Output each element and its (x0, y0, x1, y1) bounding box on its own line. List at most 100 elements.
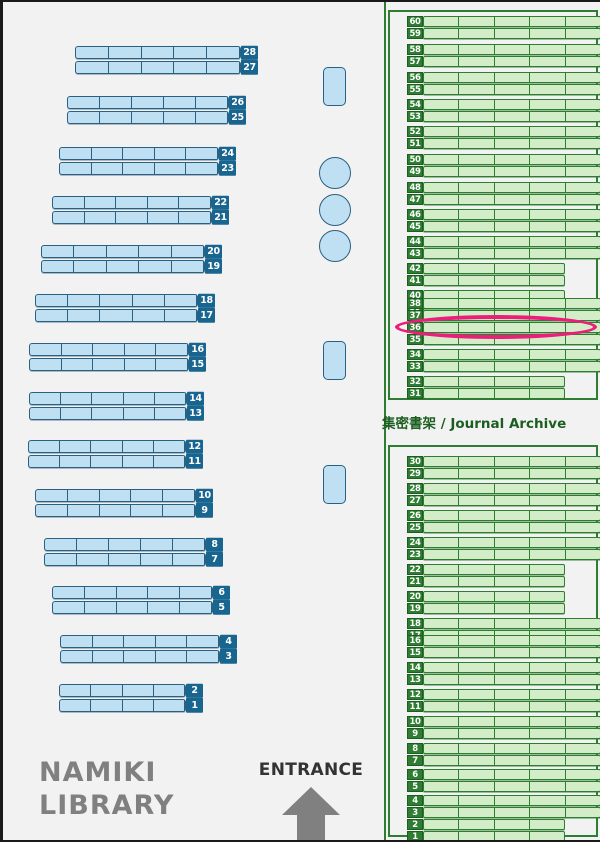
archive-row[interactable]: 6 (407, 769, 600, 780)
stack-row[interactable]: 26 (67, 95, 246, 110)
archive-row[interactable]: 35 (407, 334, 600, 345)
stack-row[interactable]: 15 (29, 356, 206, 372)
stack-row[interactable]: 21 (52, 209, 229, 225)
archive-row[interactable]: 13 (407, 674, 600, 685)
archive-row[interactable]: 37 (407, 310, 600, 321)
stack-row[interactable]: 22 (52, 195, 229, 210)
archive-row[interactable]: 53 (407, 111, 600, 122)
archive-row[interactable]: 49 (407, 166, 600, 177)
archive-row[interactable]: 20 (407, 591, 565, 602)
stack-cell (85, 197, 117, 208)
archive-row-label: 56 (407, 72, 423, 83)
archive-row[interactable]: 57 (407, 56, 600, 67)
stack-row[interactable]: 12 (28, 439, 203, 454)
stack-row[interactable]: 28 (75, 45, 258, 60)
archive-row[interactable]: 8 (407, 743, 600, 754)
archive-row[interactable]: 54 (407, 99, 600, 110)
stack-row[interactable]: 10 (35, 488, 213, 503)
archive-row[interactable]: 48 (407, 182, 600, 193)
archive-row[interactable]: 28 (407, 483, 600, 494)
archive-row[interactable]: 59 (407, 28, 600, 39)
archive-row[interactable]: 1 (407, 831, 565, 840)
stack-row[interactable]: 17 (35, 307, 215, 323)
archive-cell (424, 717, 460, 726)
stack-row[interactable]: 23 (59, 160, 236, 176)
archive-row[interactable]: 33 (407, 361, 600, 372)
page-title: NAMIKI LIBRARY (39, 757, 175, 821)
archive-row[interactable]: 52 (407, 126, 600, 137)
archive-row[interactable]: 9 (407, 728, 600, 739)
archive-row[interactable]: 22 (407, 564, 565, 575)
stack-row[interactable]: 14 (29, 391, 204, 406)
archive-row[interactable]: 56 (407, 72, 600, 83)
stack-row[interactable]: 1 (59, 697, 203, 713)
archive-row[interactable]: 14 (407, 662, 600, 673)
stack-row[interactable]: 8 (44, 537, 223, 552)
archive-row[interactable]: 32 (407, 376, 565, 387)
archive-row[interactable]: 26 (407, 510, 600, 521)
archive-row[interactable]: 18 (407, 618, 600, 629)
archive-row[interactable]: 16 (407, 635, 600, 646)
round-table-1[interactable] (319, 157, 351, 189)
archive-row[interactable]: 11 (407, 701, 600, 712)
stack-row[interactable]: 24 (59, 146, 236, 161)
archive-row[interactable]: 55 (407, 84, 600, 95)
archive-row[interactable]: 41 (407, 275, 565, 286)
stack-row[interactable]: 4 (60, 634, 237, 649)
archive-row[interactable]: 51 (407, 138, 600, 149)
archive-row[interactable]: 46 (407, 209, 600, 220)
study-carrel-2[interactable] (323, 341, 346, 380)
stack-row[interactable]: 9 (35, 502, 213, 518)
stack-row[interactable]: 7 (44, 551, 223, 567)
archive-row[interactable]: 27 (407, 495, 600, 506)
stack-group-22-21: 22 21 (52, 195, 229, 225)
archive-row[interactable]: 25 (407, 522, 600, 533)
stack-row[interactable]: 2 (59, 683, 203, 698)
archive-row[interactable]: 60 (407, 16, 600, 27)
archive-row[interactable]: 50 (407, 154, 600, 165)
archive-row[interactable]: 58 (407, 44, 600, 55)
archive-row[interactable]: 15 (407, 647, 600, 658)
archive-row[interactable]: 7 (407, 755, 600, 766)
archive-row[interactable]: 38 (407, 298, 600, 309)
archive-row[interactable]: 21 (407, 576, 565, 587)
archive-row-label: 25 (407, 522, 423, 533)
archive-row[interactable]: 43 (407, 248, 600, 259)
archive-row[interactable]: 4 (407, 795, 600, 806)
study-carrel-3[interactable] (323, 465, 346, 504)
archive-row[interactable]: 30 (407, 456, 600, 467)
stack-row[interactable]: 11 (28, 453, 203, 469)
stack-row[interactable]: 20 (41, 244, 222, 259)
stack-row[interactable]: 19 (41, 258, 222, 274)
archive-row[interactable]: 47 (407, 194, 600, 205)
archive-row[interactable]: 45 (407, 221, 600, 232)
round-table-2[interactable] (319, 194, 351, 226)
archive-row[interactable]: 23 (407, 549, 600, 560)
archive-row[interactable]: 19 (407, 603, 565, 614)
archive-row[interactable]: 29 (407, 468, 600, 479)
stack-row[interactable]: 18 (35, 293, 215, 308)
archive-row[interactable]: 5 (407, 781, 600, 792)
archive-row[interactable]: 42 (407, 263, 565, 274)
stack-row[interactable]: 3 (60, 648, 237, 664)
archive-row[interactable]: 34 (407, 349, 600, 360)
archive-row-label: 27 (407, 495, 423, 506)
stack-row[interactable]: 13 (29, 405, 204, 421)
archive-row[interactable]: 12 (407, 689, 600, 700)
stack-row[interactable]: 5 (52, 599, 230, 615)
stack-row[interactable]: 16 (29, 342, 206, 357)
stack-row[interactable]: 27 (75, 59, 258, 75)
archive-row[interactable]: 31 (407, 388, 565, 399)
archive-row[interactable]: 36 (407, 322, 600, 333)
archive-row[interactable]: 2 (407, 819, 565, 830)
archive-row[interactable]: 10 (407, 716, 600, 727)
archive-cell (495, 264, 530, 273)
archive-row[interactable]: 44 (407, 236, 600, 247)
round-table-3[interactable] (319, 230, 351, 262)
archive-row[interactable]: 3 (407, 807, 600, 818)
stack-row[interactable]: 6 (52, 585, 230, 600)
stack-row[interactable]: 25 (67, 109, 246, 125)
archive-row[interactable]: 24 (407, 537, 600, 548)
study-carrel-1[interactable] (323, 67, 346, 106)
